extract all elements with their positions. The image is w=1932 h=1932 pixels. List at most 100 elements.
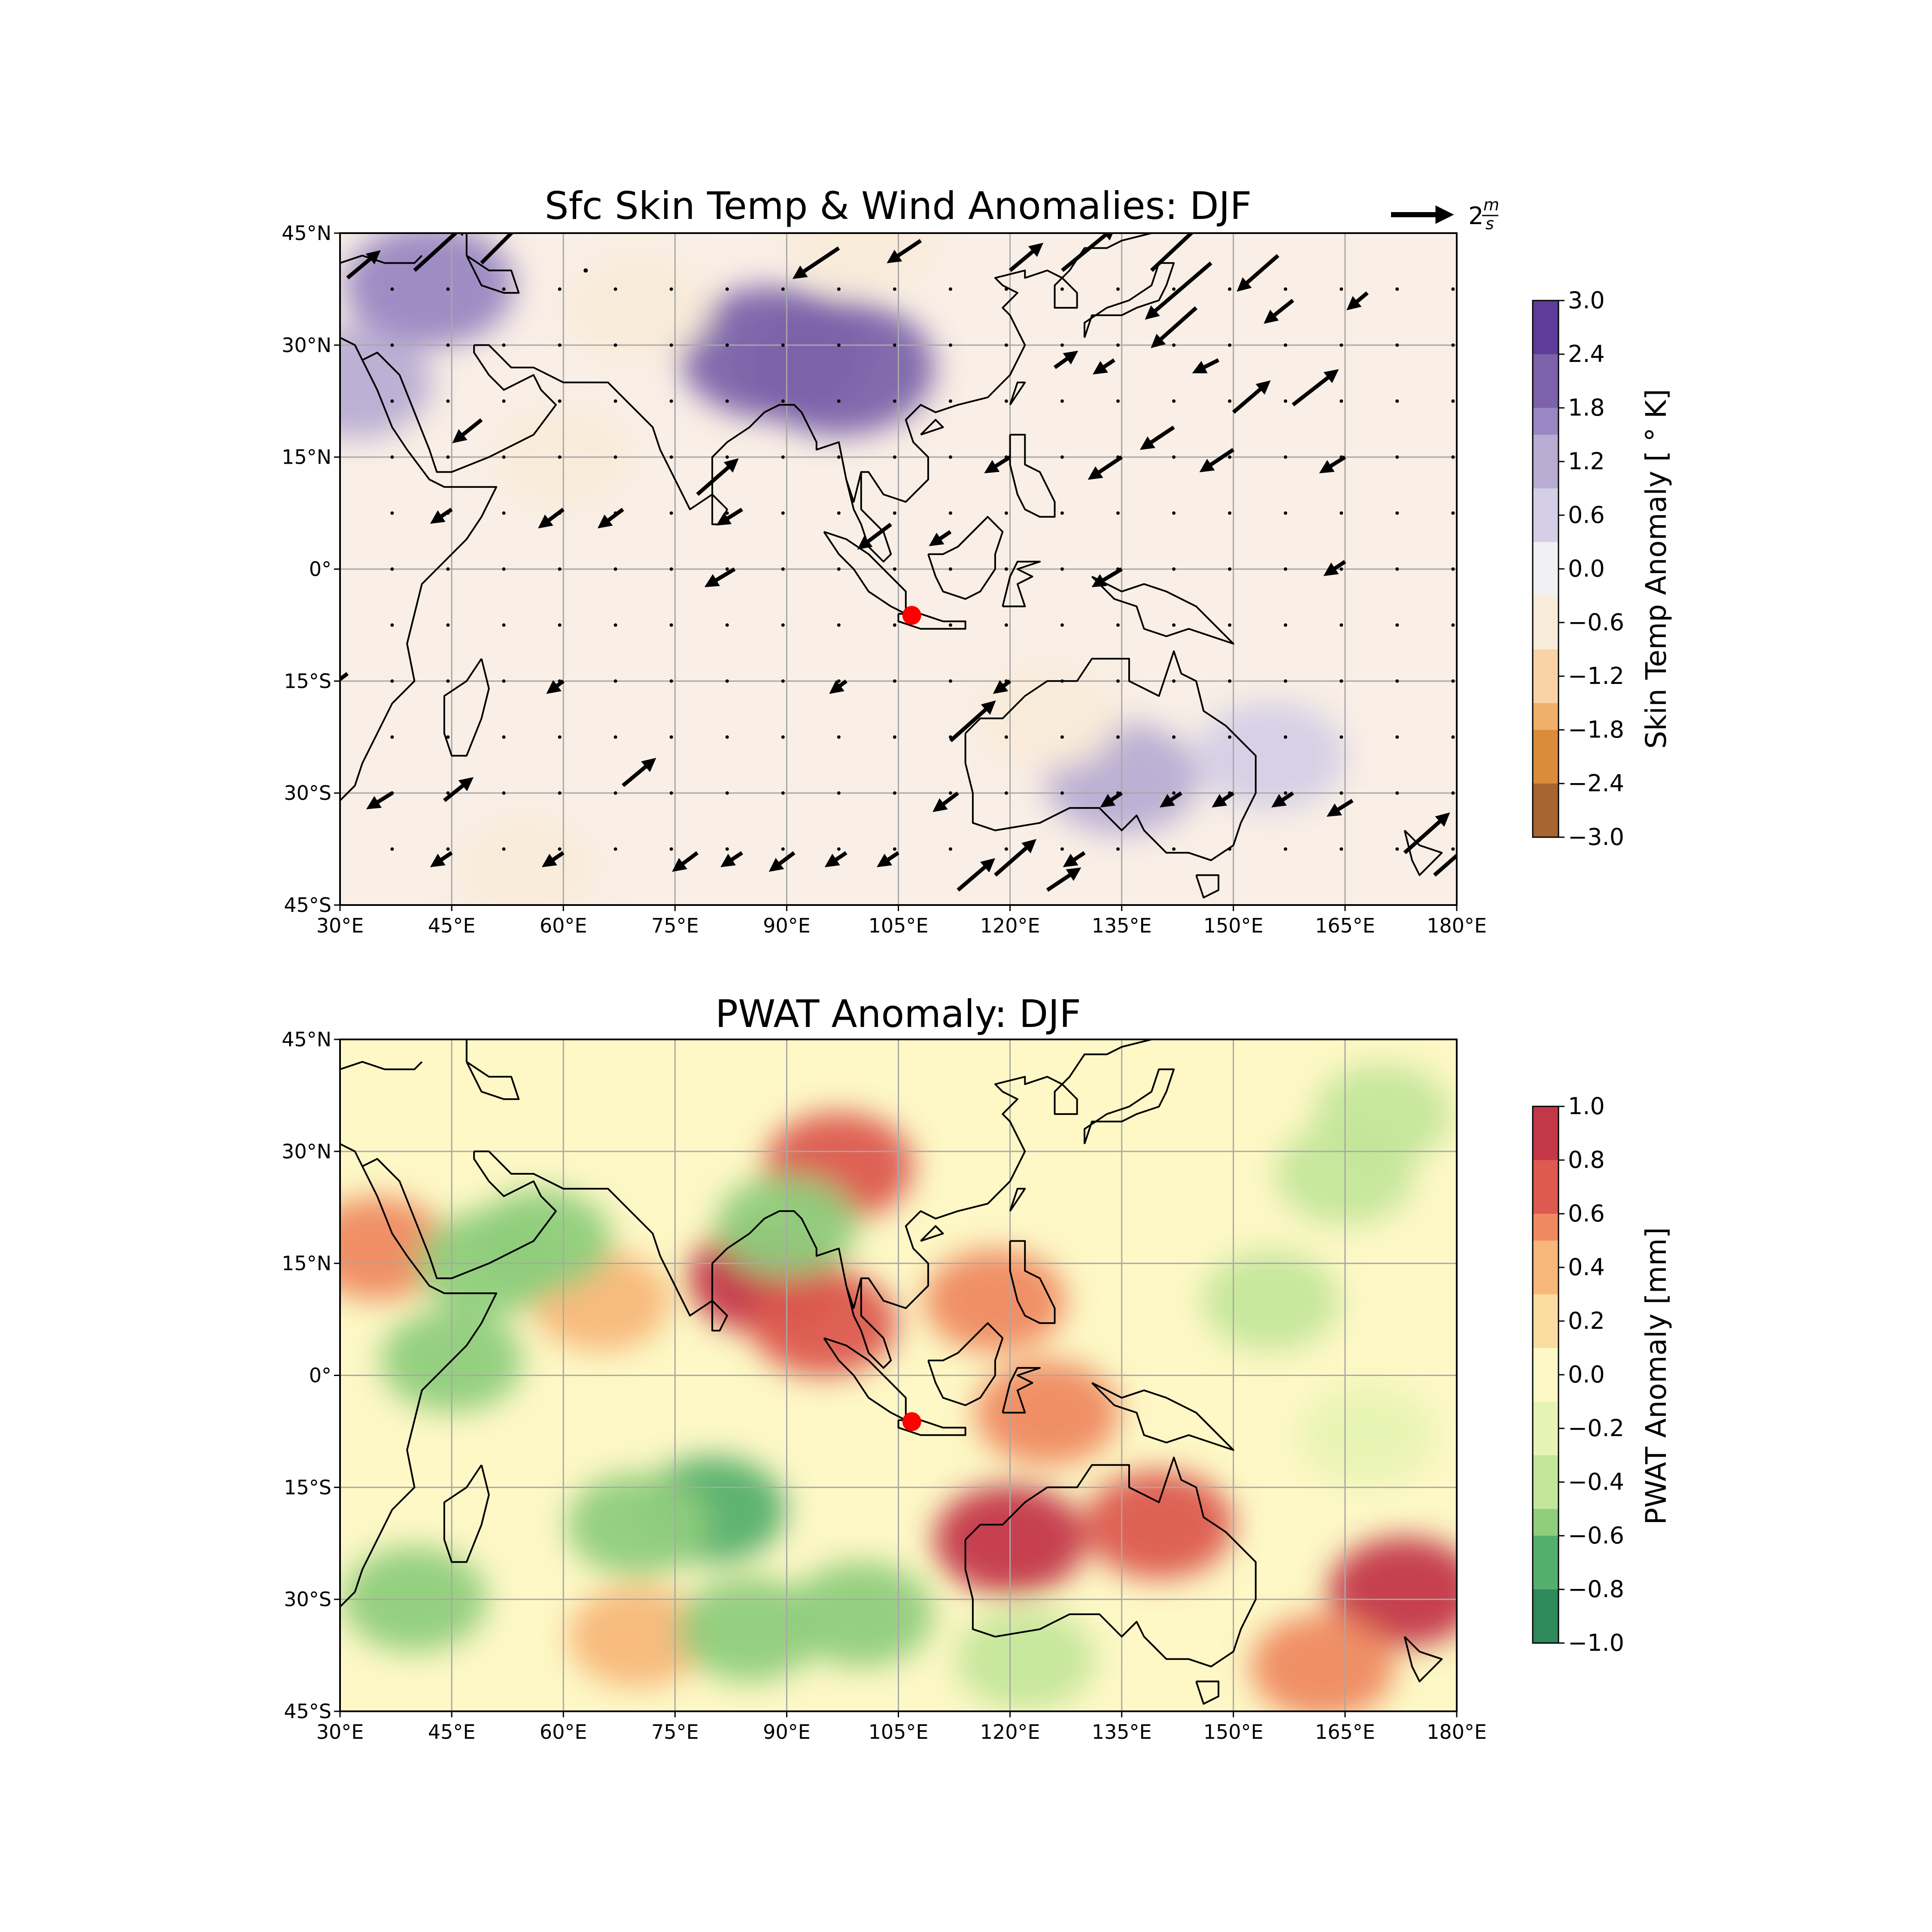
wind-vector-calm — [502, 847, 506, 851]
anomaly-center — [789, 233, 933, 293]
wind-vector-calm — [669, 679, 673, 683]
wind-vector-calm — [1004, 623, 1008, 627]
coastline — [897, 1419, 966, 1436]
wind-vector-calm — [1228, 455, 1232, 459]
wind-vector-calm — [948, 847, 952, 851]
anomaly-center — [955, 1608, 1095, 1710]
wind-vector-calm — [1116, 567, 1120, 571]
coastline — [443, 1464, 490, 1563]
wind-vector-calm — [1451, 455, 1455, 459]
colorbar-tick-label: −1.8 — [1568, 716, 1624, 743]
wind-vector — [1151, 306, 1198, 348]
wind-vector-calm — [502, 455, 506, 459]
wind-vector-calm — [837, 623, 841, 627]
skin-temp-coastlines — [340, 233, 1443, 899]
wind-vector-calm — [1228, 287, 1232, 291]
coastline — [845, 1278, 892, 1369]
wind-vector — [1232, 380, 1271, 414]
wind-vector-calm — [1116, 847, 1120, 851]
wind-vector-calm — [837, 735, 841, 739]
wind-vector — [1009, 243, 1044, 272]
colorbar-segment — [1533, 1375, 1558, 1402]
wind-vector-calm — [1004, 847, 1008, 851]
wind-vector-calm — [1340, 567, 1343, 571]
x-tick-label: 90°E — [763, 914, 811, 937]
wind-vector-calm — [390, 679, 394, 683]
wind-vector-calm — [502, 287, 506, 291]
colorbar-tick-label: 0.4 — [1568, 1254, 1605, 1281]
anomaly-center — [568, 1586, 708, 1688]
wind-vector-calm — [1228, 735, 1232, 739]
quiver-key-unit-denominator: s — [1485, 214, 1494, 233]
wind-vector-calm — [1340, 847, 1343, 851]
x-tick-label: 180°E — [1427, 1720, 1487, 1744]
wind-vector-calm — [725, 623, 729, 627]
y-tick-label: 30°N — [282, 334, 331, 357]
wind-vector — [1063, 851, 1086, 867]
wind-vector — [340, 672, 349, 682]
coastline — [920, 419, 944, 436]
colorbar-segment — [1533, 1428, 1558, 1456]
anomaly-center — [1328, 1537, 1457, 1647]
wind-vector-calm — [1060, 735, 1064, 739]
wind-vector-calm — [837, 399, 841, 403]
wind-vector-calm — [390, 343, 394, 347]
wind-vector — [413, 233, 468, 272]
wind-vector — [769, 851, 796, 872]
wind-vector-calm — [1395, 847, 1399, 851]
colorbar-tick-label: 1.0 — [1568, 1093, 1605, 1120]
colorbar-tick-label: −3.0 — [1568, 823, 1624, 851]
wind-vector-calm — [558, 735, 562, 739]
wind-vector-calm — [446, 847, 450, 851]
wind-vector-calm — [1060, 791, 1064, 795]
x-tick-label: 120°E — [980, 1720, 1040, 1744]
wind-vector-calm — [446, 399, 450, 403]
wind-vector-calm — [446, 623, 450, 627]
wind-vector-calm — [781, 735, 785, 739]
wind-vector-calm — [1284, 623, 1288, 627]
wind-vector — [1091, 567, 1123, 587]
wind-vector-calm — [837, 679, 841, 683]
wind-vector-calm — [1284, 343, 1288, 347]
wind-vector-calm — [1395, 679, 1399, 683]
wind-vector-calm — [725, 567, 729, 571]
wind-vector-calm — [614, 623, 617, 627]
wind-vector-calm — [948, 735, 952, 739]
wind-vector-calm — [502, 343, 506, 347]
coastline — [927, 516, 1004, 600]
wind-vector-calm — [1228, 399, 1232, 403]
colorbar-tick-label: −2.4 — [1568, 770, 1624, 797]
wind-vector-calm — [446, 343, 450, 347]
wind-vector-calm — [1451, 511, 1455, 515]
wind-vector-calm — [1395, 399, 1399, 403]
wind-vector-calm — [558, 455, 562, 459]
wind-vector-calm — [948, 791, 952, 795]
wind-vector-calm — [1060, 343, 1064, 347]
colorbar-segment — [1533, 623, 1558, 650]
colorbar-tick-label: 0.6 — [1568, 501, 1605, 529]
wind-vector-calm — [446, 679, 450, 683]
wind-vector — [1323, 560, 1346, 576]
wind-vector-calm — [1451, 847, 1455, 851]
wind-vector-calm — [893, 735, 896, 739]
wind-vector — [1212, 791, 1235, 808]
coastline — [711, 1300, 728, 1332]
coastline — [340, 1061, 423, 1070]
wind-vector-calm — [502, 623, 506, 627]
x-tick-label: 165°E — [1315, 914, 1375, 937]
x-tick-label: 180°E — [1427, 914, 1487, 937]
colorbar-tick-label: −0.8 — [1568, 1576, 1624, 1603]
x-tick-label: 90°E — [763, 1720, 811, 1744]
colorbar-segment — [1533, 1455, 1558, 1482]
coastline — [340, 337, 498, 802]
pwat-x-ticks: 30°E 45°E 60°E 75°E 90°E 105°E 120°E 135°E 150°E… — [316, 1711, 1487, 1744]
wind-vector-calm — [1116, 399, 1120, 403]
wind-vector-calm — [837, 791, 841, 795]
colorbar-segment — [1533, 756, 1558, 784]
wind-vector — [720, 851, 743, 867]
wind-vector-calm — [669, 399, 673, 403]
x-tick-label: 30°E — [316, 914, 364, 937]
wind-vector-calm — [1116, 679, 1120, 683]
wind-vector-calm — [893, 567, 896, 571]
wind-vector-calm — [1004, 735, 1008, 739]
